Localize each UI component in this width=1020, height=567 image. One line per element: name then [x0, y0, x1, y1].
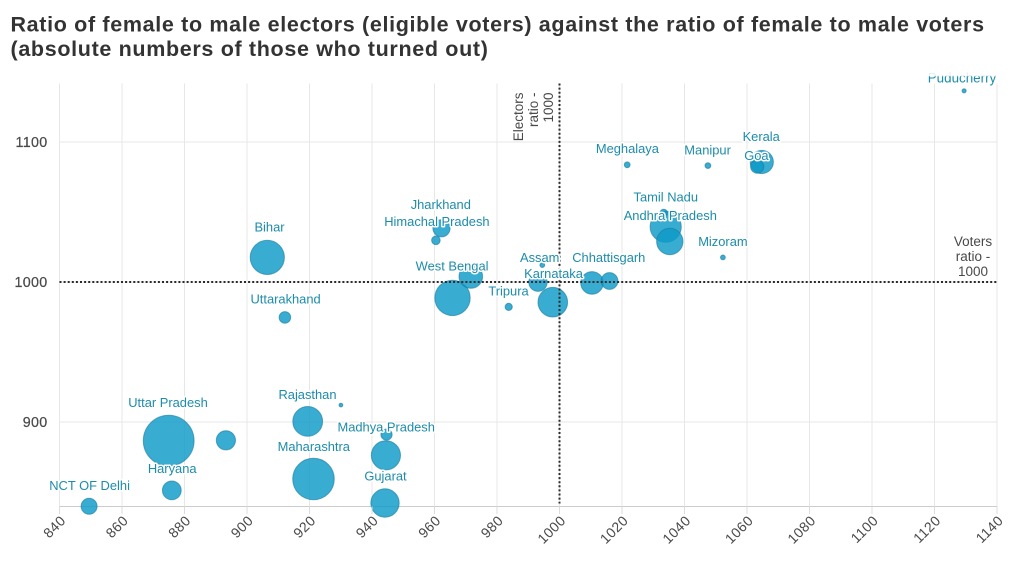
svg-text:Electors: Electors [511, 92, 526, 141]
svg-text:Tamil Nadu: Tamil Nadu [634, 189, 698, 204]
svg-text:Kerala: Kerala [743, 129, 781, 144]
svg-text:Uttarakhand: Uttarakhand [250, 291, 320, 306]
svg-text:Jharkhand: Jharkhand [411, 197, 471, 212]
svg-text:1000: 1000 [14, 275, 47, 291]
svg-text:1000: 1000 [958, 264, 988, 279]
svg-text:West Bengal: West Bengal [416, 258, 489, 273]
svg-text:Manipur: Manipur [684, 143, 731, 158]
svg-text:Himachal Pradesh: Himachal Pradesh [384, 214, 489, 229]
svg-text:1000: 1000 [541, 93, 556, 123]
svg-text:Chhattisgarh: Chhattisgarh [572, 250, 645, 265]
svg-text:Assam: Assam [520, 250, 559, 265]
svg-text:Andhra Pradesh: Andhra Pradesh [624, 208, 717, 223]
svg-text:Haryana: Haryana [148, 461, 198, 476]
svg-text:Bihar: Bihar [254, 220, 285, 235]
svg-text:ratio -: ratio - [526, 93, 541, 128]
svg-text:Ratio of female to male electo: Ratio of female to male electors (eligib… [11, 13, 985, 37]
svg-text:(absolute numbers of those who: (absolute numbers of those who turned ou… [11, 37, 489, 61]
svg-text:Meghalaya: Meghalaya [596, 141, 660, 156]
svg-text:Tripura: Tripura [488, 283, 529, 298]
svg-text:Voters: Voters [954, 234, 993, 249]
svg-text:900: 900 [23, 415, 48, 431]
svg-text:Karnataka: Karnataka [524, 266, 584, 281]
svg-text:Maharashtra: Maharashtra [278, 439, 351, 454]
svg-text:Mizoram: Mizoram [698, 234, 747, 249]
svg-text:1100: 1100 [16, 135, 48, 151]
svg-text:Rajasthan: Rajasthan [278, 387, 336, 402]
svg-text:Uttar Pradesh: Uttar Pradesh [128, 395, 208, 410]
svg-text:Goa: Goa [744, 148, 769, 163]
svg-text:NCT OF Delhi: NCT OF Delhi [49, 478, 130, 493]
svg-text:ratio -: ratio - [956, 249, 991, 264]
svg-text:Madhya Pradesh: Madhya Pradesh [337, 420, 434, 435]
svg-text:Gujarat: Gujarat [364, 469, 407, 484]
